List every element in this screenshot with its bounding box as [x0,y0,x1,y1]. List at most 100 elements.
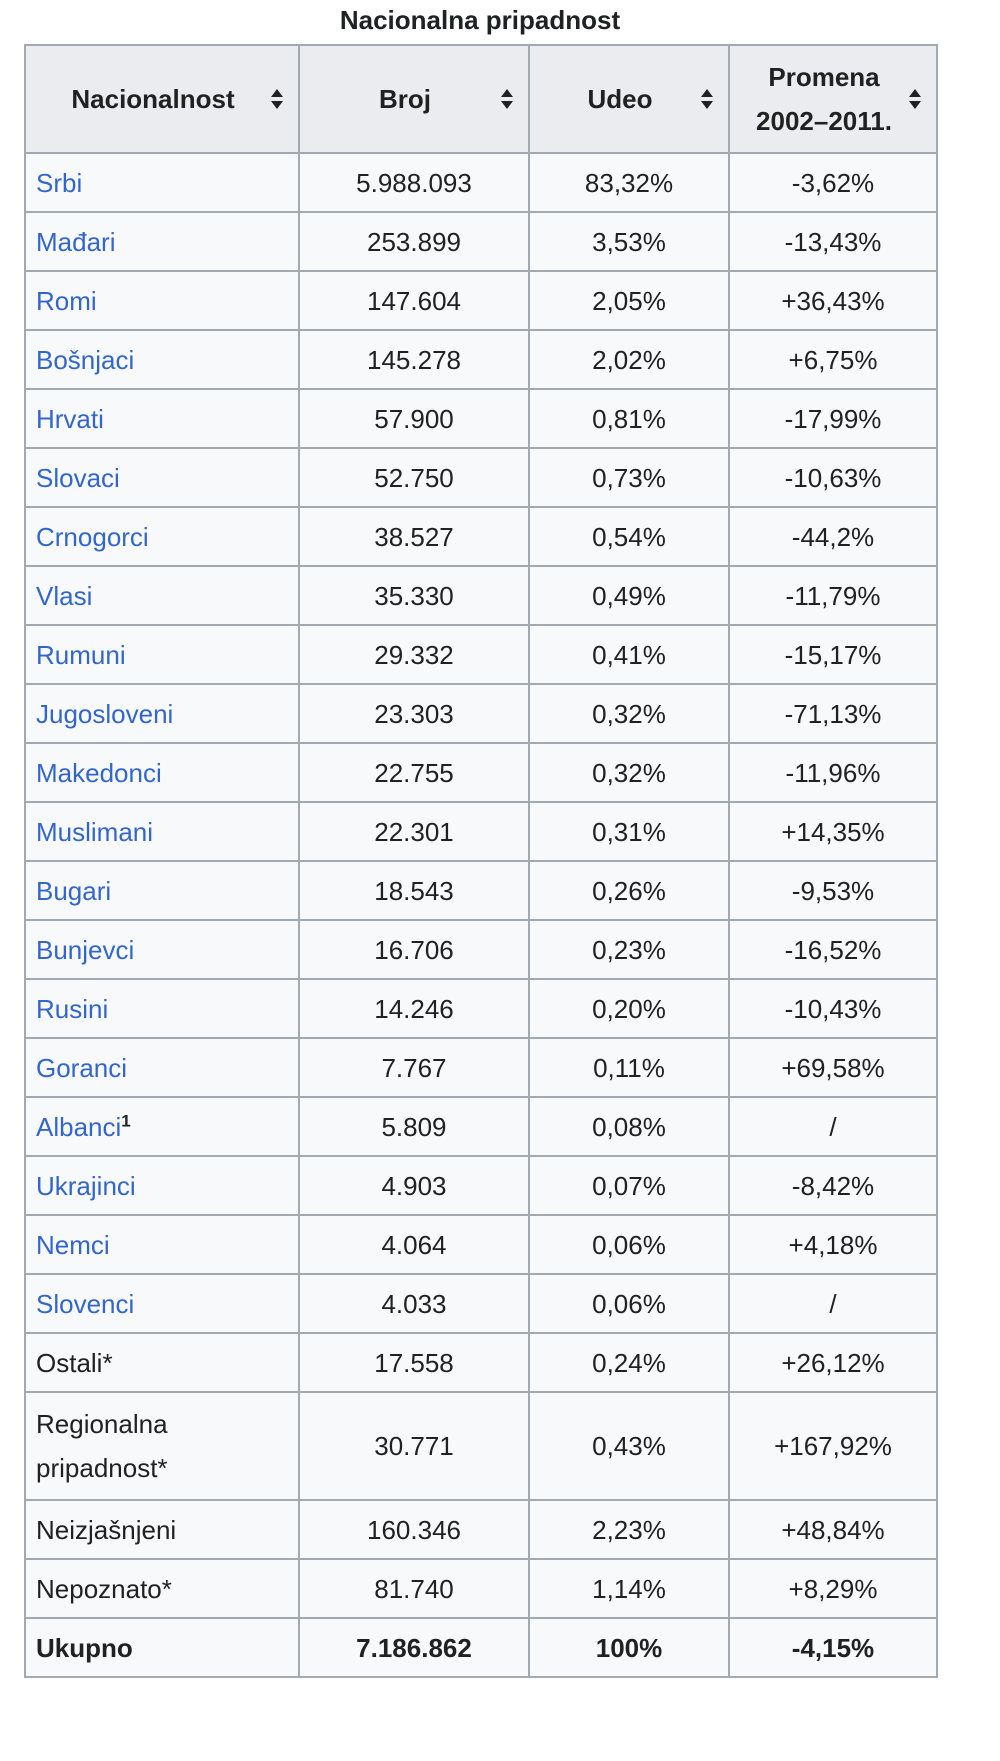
change-cell: +6,75% [728,329,938,390]
nationality-link[interactable]: Slovenci [36,1288,135,1319]
total-label: Ukupno [24,1617,300,1678]
header-share[interactable]: Udeo [528,44,730,154]
table-row: Regionalna pripadnost* 30.771 0,43% +167,92% [24,1391,938,1501]
share-cell: 0,11% [528,1037,730,1098]
count-cell: 16.706 [298,919,530,980]
change-cell: -9,53% [728,860,938,921]
nationality-cell: Nemci [24,1214,300,1275]
change-cell: +4,18% [728,1214,938,1275]
table-row: Crnogorci 38.527 0,54% -44,2% [24,506,938,567]
share-cell: 0,54% [528,506,730,567]
count-cell: 4.033 [298,1273,530,1334]
header-count-label: Broj [379,84,431,114]
change-cell: -71,13% [728,683,938,744]
share-cell: 0,49% [528,565,730,626]
footnote-ref[interactable]: 1 [121,1110,131,1130]
nationality-link[interactable]: Hrvati [36,403,104,434]
nationality-link[interactable]: Bunjevci [36,934,135,965]
change-cell: -10,63% [728,447,938,508]
change-cell: -3,62% [728,152,938,213]
share-cell: 2,05% [528,270,730,331]
change-cell: +167,92% [728,1391,938,1501]
nationality-link[interactable]: Albanci [36,1111,122,1142]
count-cell: 7.767 [298,1037,530,1098]
nationality-link[interactable]: Makedonci [36,757,162,788]
table-row: Rumuni 29.332 0,41% -15,17% [24,624,938,685]
count-cell: 52.750 [298,447,530,508]
count-cell: 5.988.093 [298,152,530,213]
header-count[interactable]: Broj [298,44,530,154]
share-cell: 1,14% [528,1558,730,1619]
nationality-cell: Mađari [24,211,300,272]
table-row: Nemci 4.064 0,06% +4,18% [24,1214,938,1275]
table-row: Mađari 253.899 3,53% -13,43% [24,211,938,272]
nationality-table: Nacionalnost Broj Udeo Promena 2002–2011… [24,44,938,1678]
header-share-label: Udeo [587,84,653,114]
share-cell: 0,32% [528,683,730,744]
nationality-link[interactable]: Rusini [36,993,109,1024]
count-cell: 4.903 [298,1155,530,1216]
sort-up-down-icon[interactable] [270,88,284,110]
nationality-link[interactable]: Nemci [36,1229,110,1260]
table-row: Makedonci 22.755 0,32% -11,96% [24,742,938,803]
nationality-link[interactable]: Goranci [36,1052,128,1083]
total-change: -4,15% [728,1617,938,1678]
header-nationality-label: Nacionalnost [71,84,235,114]
table-row: Jugosloveni 23.303 0,32% -71,13% [24,683,938,744]
header-change-line1: Promena [768,62,880,92]
table-row: Romi 147.604 2,05% +36,43% [24,270,938,331]
change-cell: +69,58% [728,1037,938,1098]
change-cell: +8,29% [728,1558,938,1619]
table-row: Bugari 18.543 0,26% -9,53% [24,860,938,921]
nationality-link[interactable]: Mađari [36,226,116,257]
count-cell: 57.900 [298,388,530,449]
nationality-link[interactable]: Crnogorci [36,521,149,552]
category-cell: Regionalna pripadnost* [24,1391,300,1501]
count-cell: 147.604 [298,270,530,331]
nationality-link[interactable]: Jugosloveni [36,698,174,729]
share-cell: 0,32% [528,742,730,803]
nationality-link[interactable]: Srbi [36,167,83,198]
share-cell: 0,73% [528,447,730,508]
nationality-link[interactable]: Ukrajinci [36,1170,136,1201]
nationality-link[interactable]: Bugari [36,875,112,906]
count-cell: 5.809 [298,1096,530,1157]
nationality-link[interactable]: Rumuni [36,639,126,670]
nationality-link[interactable]: Slovaci [36,462,120,493]
table-caption: Nacionalna pripadnost [339,5,621,35]
share-cell: 0,20% [528,978,730,1039]
nationality-link[interactable]: Vlasi [36,580,93,611]
nationality-link[interactable]: Muslimani [36,816,154,847]
nationality-link[interactable]: Romi [36,285,97,316]
nationality-cell: Makedonci [24,742,300,803]
table-row: Bunjevci 16.706 0,23% -16,52% [24,919,938,980]
table-body: Srbi 5.988.093 83,32% -3,62% Mađari 253.899 3,… [24,152,938,1678]
nationality-cell: Jugosloveni [24,683,300,744]
count-cell: 22.755 [298,742,530,803]
change-cell: -8,42% [728,1155,938,1216]
change-cell: -13,43% [728,211,938,272]
share-cell: 0,07% [528,1155,730,1216]
change-cell: +36,43% [728,270,938,331]
nationality-cell: Vlasi [24,565,300,626]
sort-up-down-icon[interactable] [908,88,922,110]
nationality-cell: Romi [24,270,300,331]
share-cell: 0,26% [528,860,730,921]
total-share: 100% [528,1617,730,1678]
sort-up-down-icon[interactable] [500,88,514,110]
change-cell: / [728,1273,938,1334]
header-change-label: Promena 2002–2011. [756,55,910,143]
count-cell: 38.527 [298,506,530,567]
sort-up-down-icon[interactable] [700,88,714,110]
table-row: Srbi 5.988.093 83,32% -3,62% [24,152,938,213]
table-row: Muslimani 22.301 0,31% +14,35% [24,801,938,862]
nationality-cell: Slovaci [24,447,300,508]
total-row: Ukupno 7.186.862 100% -4,15% [24,1617,938,1678]
count-cell: 30.771 [298,1391,530,1501]
header-change[interactable]: Promena 2002–2011. [728,44,938,154]
share-cell: 0,23% [528,919,730,980]
category-cell: Neizjašnjeni [24,1499,300,1560]
header-nationality[interactable]: Nacionalnost [24,44,300,154]
nationality-cell: Bunjevci [24,919,300,980]
nationality-link[interactable]: Bošnjaci [36,344,135,375]
